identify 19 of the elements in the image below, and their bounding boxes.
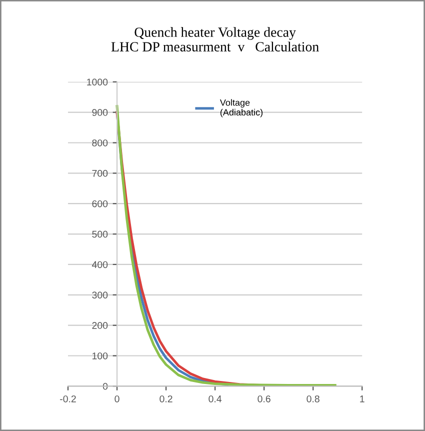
x-tick-label: 0.4 (208, 395, 222, 402)
y-tick-label: 300 (92, 292, 108, 299)
x-tick-label: 1 (360, 396, 364, 402)
chart-title: Quench heater Voltage decay LHC DP measurment v Calculation (111, 27, 319, 52)
y-tick-label: 800 (92, 139, 108, 146)
y-tick-label: 900 (92, 109, 108, 116)
y-tick-label: 700 (92, 170, 108, 177)
x-tick-label: 0.2 (160, 395, 172, 402)
legend-label: Voltage (Adiabatic) (220, 99, 263, 118)
x-tick-label: 0.6 (258, 395, 270, 402)
y-tick-label: 600 (92, 200, 108, 208)
y-tick-label: 400 (92, 261, 108, 268)
x-tick-label: 0.8 (306, 395, 320, 402)
y-tick-label: 200 (92, 322, 108, 329)
y-tick-label: 100 (92, 352, 108, 360)
y-tick-label: 500 (92, 230, 108, 238)
y-tick-label: 1000 (87, 78, 108, 86)
x-tick-label: 0 (114, 395, 120, 402)
x-tick-label: -0.2 (60, 395, 76, 402)
